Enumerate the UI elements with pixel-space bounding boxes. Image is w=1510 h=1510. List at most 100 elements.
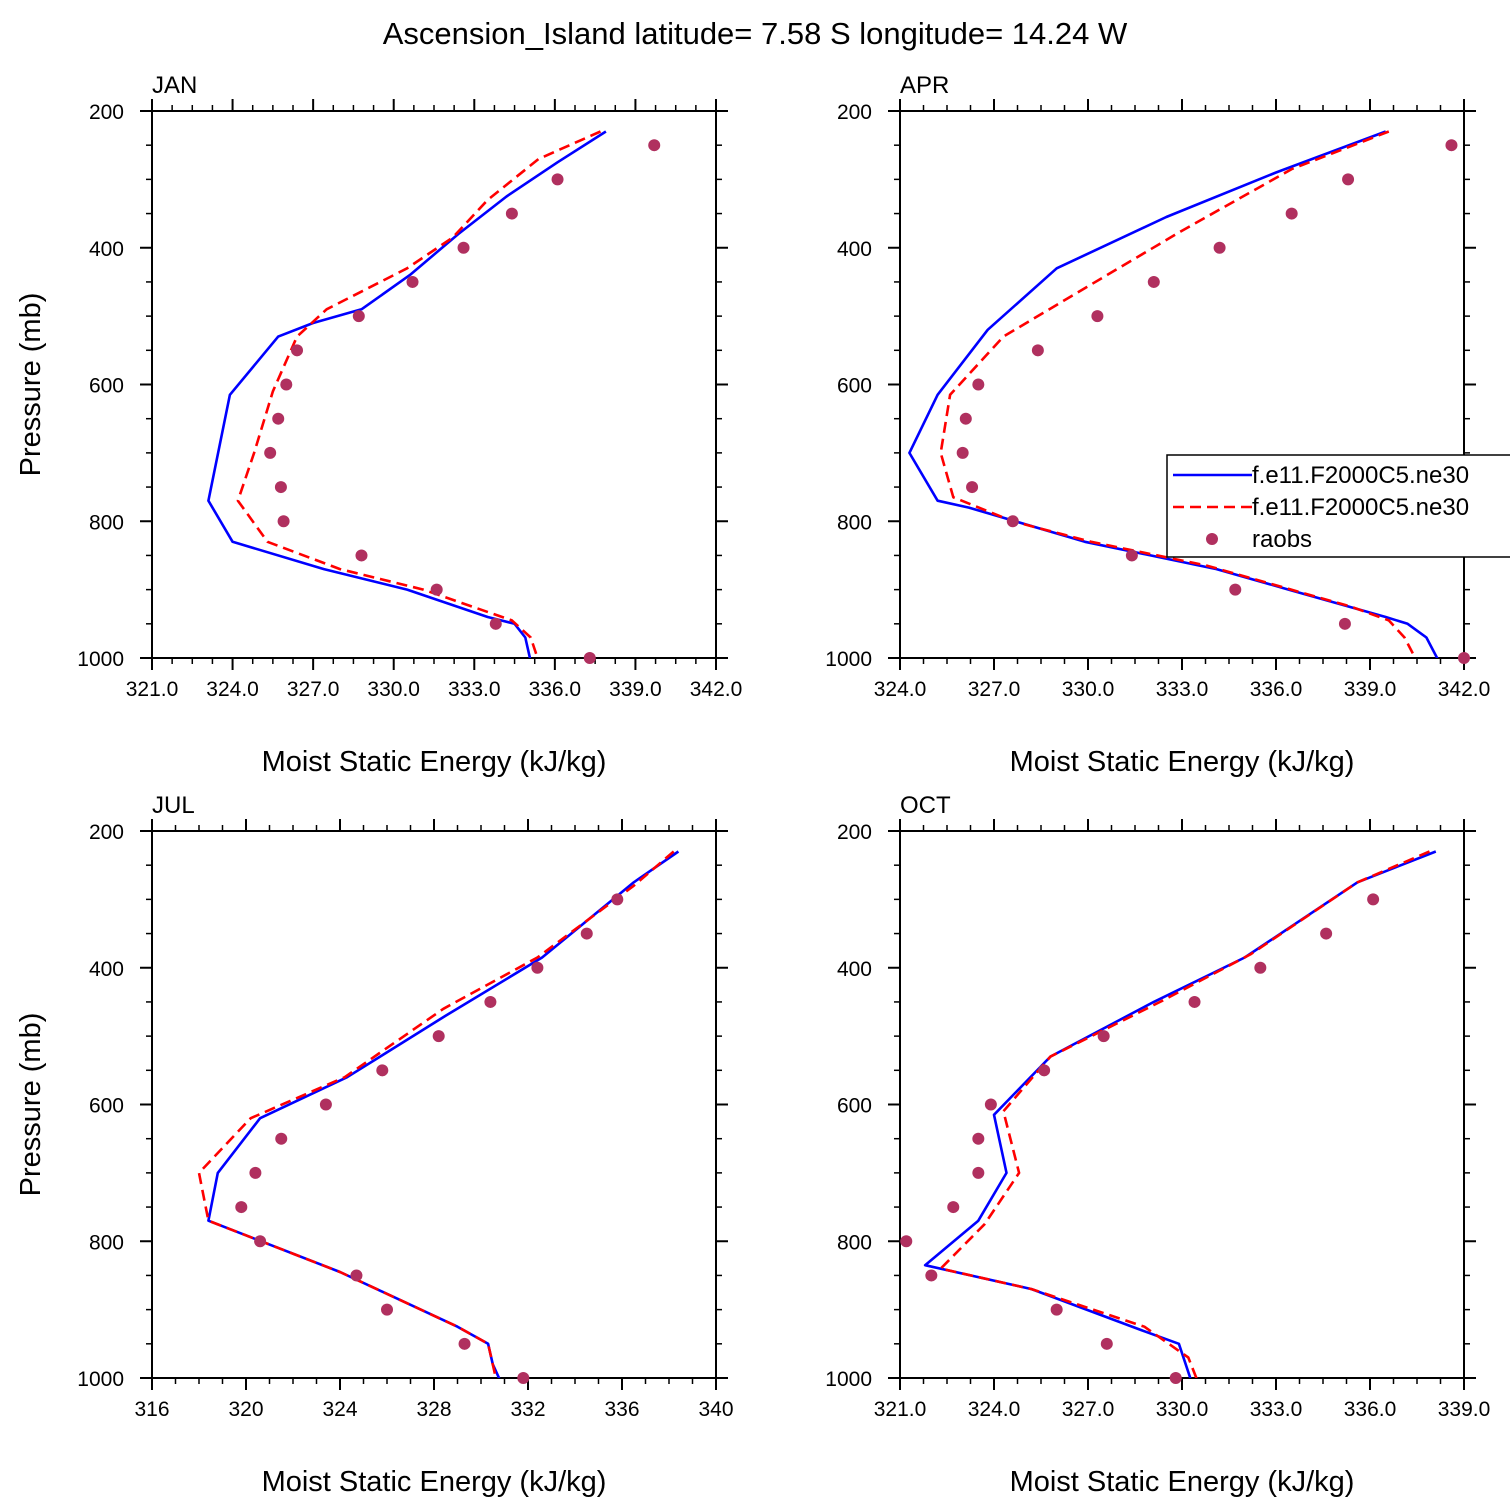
raobs-point: [611, 893, 624, 906]
raobs-point: [1100, 1337, 1113, 1350]
raobs-point: [1229, 583, 1242, 596]
y-tick-label: 600: [837, 375, 872, 398]
model-solid-line: [923, 850, 1437, 1378]
raobs-point: [1188, 995, 1201, 1008]
x-tick-label: 327.0: [287, 678, 340, 701]
raobs-point: [505, 207, 518, 220]
raobs-point: [1031, 344, 1044, 357]
raobs-point: [1147, 275, 1160, 288]
raobs-point: [900, 1235, 913, 1248]
raobs-point: [1169, 1372, 1182, 1384]
y-tick-label: 200: [837, 101, 872, 124]
raobs-point: [966, 481, 979, 494]
raobs-point: [648, 139, 661, 152]
x-axis-title: Moist Static Energy (kJ/kg): [1010, 746, 1355, 778]
panel-label: APR: [900, 72, 949, 99]
x-tick-label: 336.0: [1344, 1398, 1397, 1421]
panel-jan: 321.0 324.0 327.0 330.0 333.0 336.0 339.0 342.0…: [15, 72, 742, 778]
y-tick-label: 800: [837, 1231, 872, 1254]
model-dashed-line: [197, 850, 675, 1378]
raobs-point: [925, 1269, 938, 1282]
y-tick-label: 600: [89, 375, 124, 398]
raobs-point: [277, 515, 290, 528]
panel-apr: 324.0 327.0 330.0 333.0 336.0 339.0 342.0 200 40…: [825, 72, 1490, 778]
x-tick-label: 327.0: [1062, 1398, 1115, 1421]
raobs-point: [249, 1166, 262, 1179]
x-tick-label: 336: [604, 1398, 639, 1421]
figure-title: Ascension_Island latitude= 7.58 S longit…: [383, 16, 1128, 51]
x-tick-label: 324.0: [968, 1398, 1021, 1421]
raobs-point: [1213, 241, 1226, 254]
raobs-point: [959, 412, 972, 425]
plot-data-area: [197, 850, 680, 1378]
raobs-point: [1458, 652, 1470, 664]
raobs-point: [517, 1372, 530, 1384]
raobs-point: [376, 1064, 389, 1077]
raobs-point: [1445, 139, 1458, 152]
raobs-point: [1125, 549, 1138, 562]
raobs-point: [1254, 961, 1267, 974]
x-tick-label: 324: [322, 1398, 357, 1421]
raobs-point: [432, 1030, 445, 1043]
x-tick-label: 342.0: [690, 678, 743, 701]
plot-frame: [899, 110, 1465, 659]
legend-marker-dot: [1206, 533, 1218, 545]
raobs-point: [1006, 515, 1019, 528]
y-tick-label: 1000: [77, 648, 124, 671]
y-tick-label: 600: [837, 1095, 872, 1118]
raobs-point: [972, 1166, 985, 1179]
x-tick-label: 330.0: [1062, 678, 1115, 701]
raobs-point: [1091, 310, 1104, 323]
raobs-point: [1320, 927, 1333, 940]
x-tick-label: 339.0: [1344, 678, 1397, 701]
model-dashed-line: [939, 850, 1431, 1378]
plot-data-area: [207, 130, 607, 658]
y-tick-label: 1000: [825, 648, 872, 671]
plot-frame: [899, 830, 1465, 1379]
x-tick-label: 332: [510, 1398, 545, 1421]
y-tick-label: 800: [89, 511, 124, 534]
legend: f.e11.F2000C5.ne30 f.e11.F2000C5.ne30 raob…: [1166, 454, 1510, 558]
x-axis-title: Moist Static Energy (kJ/kg): [1010, 1466, 1355, 1498]
y-tick-label: 400: [89, 958, 124, 981]
x-tick-label: 327.0: [968, 678, 1021, 701]
x-axis-title: Moist Static Energy (kJ/kg): [262, 746, 607, 778]
raobs-point: [458, 1337, 471, 1350]
x-tick-label: 316: [134, 1398, 169, 1421]
y-tick-label: 400: [89, 238, 124, 261]
model-solid-line: [207, 850, 680, 1378]
raobs-point: [1342, 173, 1355, 186]
raobs-point: [280, 378, 293, 391]
x-tick-label: 324.0: [206, 678, 259, 701]
raobs-point: [350, 1269, 363, 1282]
raobs-point: [956, 446, 969, 459]
y-tick-label: 400: [837, 958, 872, 981]
raobs-point: [551, 173, 564, 186]
raobs-point: [1367, 893, 1380, 906]
x-tick-label: 340: [698, 1398, 733, 1421]
plot-frame: [151, 830, 717, 1379]
x-tick-label: 342.0: [1438, 678, 1491, 701]
raobs-point: [583, 652, 596, 664]
panel-jul: 316 320 324 328 332 336 340 200 400 600 800 1000 JUL…: [15, 792, 734, 1498]
raobs-point: [972, 378, 985, 391]
raobs-point: [275, 1132, 288, 1145]
model-solid-line: [207, 130, 607, 658]
raobs-point: [489, 617, 502, 630]
raobs-point: [355, 549, 368, 562]
y-tick-label: 800: [837, 511, 872, 534]
model-solid-line: [908, 130, 1439, 658]
raobs-point: [1097, 1030, 1110, 1043]
panel-oct: 321.0 324.0 327.0 330.0 333.0 336.0 339.0 200 40…: [825, 792, 1490, 1498]
raobs-point: [264, 446, 277, 459]
panel-label: JAN: [152, 72, 197, 99]
y-axis-title: Pressure (mb): [15, 1013, 47, 1197]
legend-label: raobs: [1252, 526, 1312, 553]
raobs-point: [291, 344, 304, 357]
raobs-point: [1285, 207, 1298, 220]
raobs-point: [319, 1098, 332, 1111]
legend-label: f.e11.F2000C5.ne30: [1252, 494, 1469, 521]
raobs-point: [972, 1132, 985, 1145]
raobs-point: [235, 1201, 248, 1214]
raobs-point: [484, 995, 497, 1008]
